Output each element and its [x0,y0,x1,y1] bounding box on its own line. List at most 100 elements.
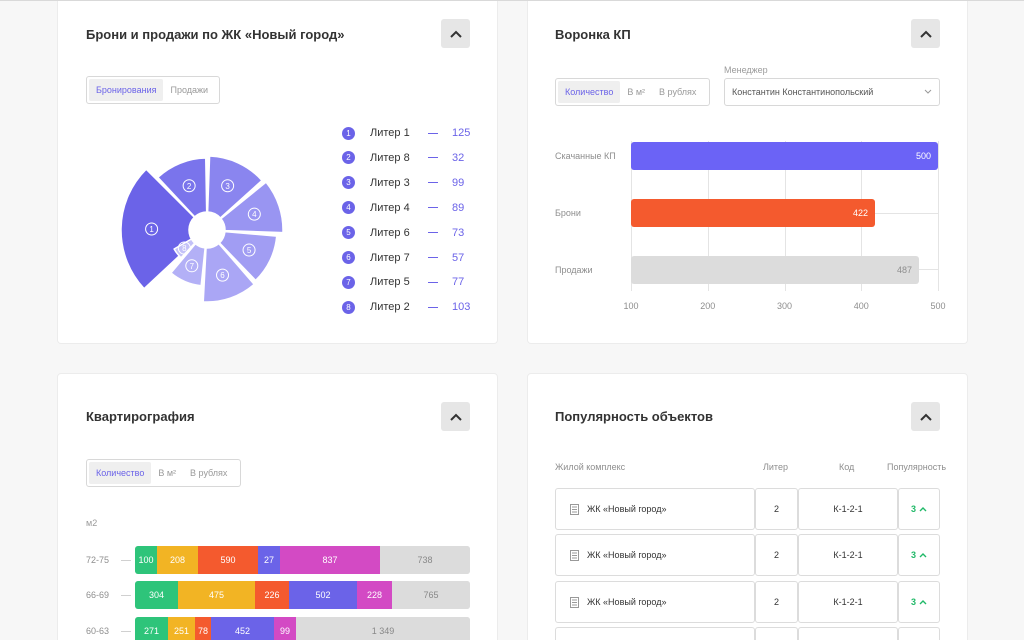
apartments-tabs: Количество В м² В рублях [86,459,241,487]
bookings-tabs: Бронирования Продажи [86,76,220,104]
tab-bookings[interactable]: Бронирования [89,79,164,101]
legend-number: 5 [342,226,355,240]
pie-slice-label: 2 [187,182,192,191]
arrow-up-icon [919,552,927,558]
popularity-value: 3 [910,504,916,514]
manager-label: Менеджер [724,65,768,75]
legend-value: 125 [452,127,471,139]
tab-quantity[interactable]: Количество [558,81,621,103]
funnel-bar[interactable] [631,256,919,284]
pie-slice[interactable] [220,181,284,234]
legend-label: Литер 6 [370,226,410,239]
legend-item[interactable]: 8 Литер 2 103 [342,300,470,314]
arrow-up-icon [919,599,927,605]
funnel-category-label: Скачанные КП [555,151,616,161]
bar-segment[interactable]: 251 [168,617,195,640]
bar-segment[interactable]: 590 [198,546,258,574]
legend-dash [428,207,438,209]
legend-label: Литер 1 [370,127,410,139]
legend-label: Литер 4 [370,201,410,214]
bar-segment[interactable]: 475 [178,581,255,609]
x-tick-label: 100 [623,301,639,311]
bar-segment[interactable]: 765 [392,581,470,609]
table-row[interactable]: ЖК «Новый город» 2 К-1-2-1 3 [555,534,940,576]
x-tick-label: 400 [853,301,869,311]
legend-dash [428,257,438,258]
chevron-up-icon [919,413,932,421]
stacked-bar[interactable]: 100 208 590 27 837 738 [135,546,470,574]
row-label: 72-75 [86,555,110,565]
chevron-up-icon [449,30,462,38]
building-icon [570,549,579,561]
bar-segment[interactable]: 100 [135,546,157,574]
table-row[interactable]: ЖК «Новый город» 2 К-1-2-1 3 [555,581,940,623]
stacked-bar[interactable]: 304 475 226 502 228 765 [135,581,470,609]
bar-segment[interactable]: 228 [357,581,392,609]
tab-rubles[interactable]: В рублях [190,468,228,478]
pie-slice-label: 3 [225,182,230,191]
pie-slice-label: 5 [247,246,252,255]
legend-item[interactable]: 4 Литер 4 89 [342,201,464,215]
bar-segment[interactable]: 502 [289,581,357,609]
bar-segment[interactable]: 226 [255,581,289,609]
tab-square-meters[interactable]: В м² [158,468,177,478]
bar-segment[interactable]: 99 [274,617,296,640]
liter-cell [755,627,798,640]
legend-item[interactable]: 3 Литер 3 99 [342,176,464,190]
funnel-bar-value: 487 [896,265,912,275]
pie-label-ring [182,179,196,193]
table-row[interactable] [555,627,940,640]
legend-number: 3 [342,176,355,190]
pie-slice[interactable] [157,157,208,218]
legend-value: 89 [452,201,465,214]
stacked-bar[interactable]: 271 251 78 452 99 1 349 [135,617,470,640]
legend-label: Литер 5 [370,276,410,289]
x-tick-label: 500 [930,301,946,311]
bar-segment[interactable]: 1 349 [296,617,470,640]
popularity-collapse-button[interactable] [911,402,940,431]
funnel-collapse-button[interactable] [911,19,940,48]
apartments-collapse-button[interactable] [441,402,470,431]
legend-item[interactable]: 1 Литер 1 125 [342,126,470,140]
legend-dash [428,157,438,159]
bookings-collapse-button[interactable] [441,19,470,48]
legend-number: 6 [342,251,355,264]
bar-segment[interactable]: 27 [258,546,280,574]
table-row[interactable]: ЖК «Новый город» 2 К-1-2-1 3 [555,488,940,530]
bar-segment[interactable]: 304 [135,581,178,609]
x-tick-label: 200 [700,301,716,311]
tab-square-meters[interactable]: В м² [627,87,646,97]
funnel-bar[interactable] [631,142,938,170]
manager-select[interactable]: Константин Константинопольский [724,78,940,106]
legend-value: 32 [452,151,465,164]
pie-slice-label: 1 [149,225,154,234]
pie-slice[interactable] [206,155,263,219]
column-header-popularity: Популярность [887,462,947,472]
legend-item[interactable]: 6 Литер 7 57 [342,251,464,265]
complex-name: ЖК «Новый город» [587,550,667,560]
bar-segment[interactable]: 208 [157,546,198,574]
bar-segment[interactable]: 452 [211,617,274,640]
bar-segment[interactable]: 78 [195,617,211,640]
bar-segment[interactable]: 837 [280,546,380,574]
column-header-complex: Жилой комплекс [555,462,626,472]
tab-sales[interactable]: Продажи [170,85,209,95]
funnel-bar[interactable] [631,199,875,227]
legend-item[interactable]: 5 Литер 6 73 [342,226,464,240]
legend-value: 103 [452,301,471,314]
bar-segment[interactable]: 271 [135,617,168,640]
bookings-pie-chart: 1 2 3 4 5 6 78 [120,155,284,303]
pie-slice[interactable] [173,238,196,259]
popularity-value: 3 [910,550,916,560]
pie-slice[interactable] [170,243,206,287]
building-icon [570,503,579,515]
x-tick-label: 300 [776,301,793,311]
legend-item[interactable]: 7 Литер 5 77 [342,275,464,289]
pie-slice[interactable] [202,242,255,303]
pie-label-ring [177,241,191,255]
legend-dash [428,182,438,184]
bar-segment[interactable]: 738 [380,546,470,574]
tab-quantity[interactable]: Количество [89,462,152,484]
tab-rubles[interactable]: В рублях [659,87,697,97]
legend-item[interactable]: 2 Литер 8 32 [342,151,464,165]
